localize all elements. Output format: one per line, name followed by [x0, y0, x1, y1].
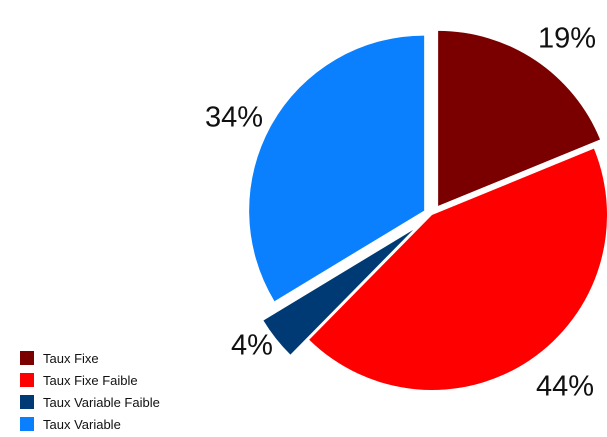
legend-item-taux-variable: Taux Variable [20, 413, 160, 435]
legend-label: Taux Variable Faible [43, 394, 160, 410]
slice-value-label: 19% [538, 23, 596, 55]
pie-slice-taux-fixe-faible [309, 148, 607, 390]
legend-item-taux-variable-faible: Taux Variable Faible [20, 391, 160, 413]
slice-value-label: 4% [231, 330, 273, 362]
legend-item-taux-fixe: Taux Fixe [20, 347, 160, 369]
legend-label: Taux Variable [43, 416, 121, 432]
pie-slices [249, 30, 607, 390]
slice-value-label: 44% [536, 371, 594, 403]
legend-item-taux-fixe-faible: Taux Fixe Faible [20, 369, 160, 391]
pie-slice-taux-fixe [438, 30, 601, 206]
legend: Taux Fixe Taux Fixe Faible Taux Variable… [20, 347, 160, 435]
pie-value-labels: 19% 44% 4% 34% [205, 23, 596, 403]
legend-swatch [20, 395, 34, 409]
pie-slice-taux-variable-faible [263, 229, 414, 355]
legend-swatch [20, 373, 34, 387]
slice-value-label: 34% [205, 102, 263, 134]
pie-slice-taux-variable [249, 35, 425, 302]
legend-swatch [20, 351, 34, 365]
legend-label: Taux Fixe Faible [43, 372, 138, 388]
legend-swatch [20, 417, 34, 431]
legend-label: Taux Fixe [43, 350, 99, 366]
